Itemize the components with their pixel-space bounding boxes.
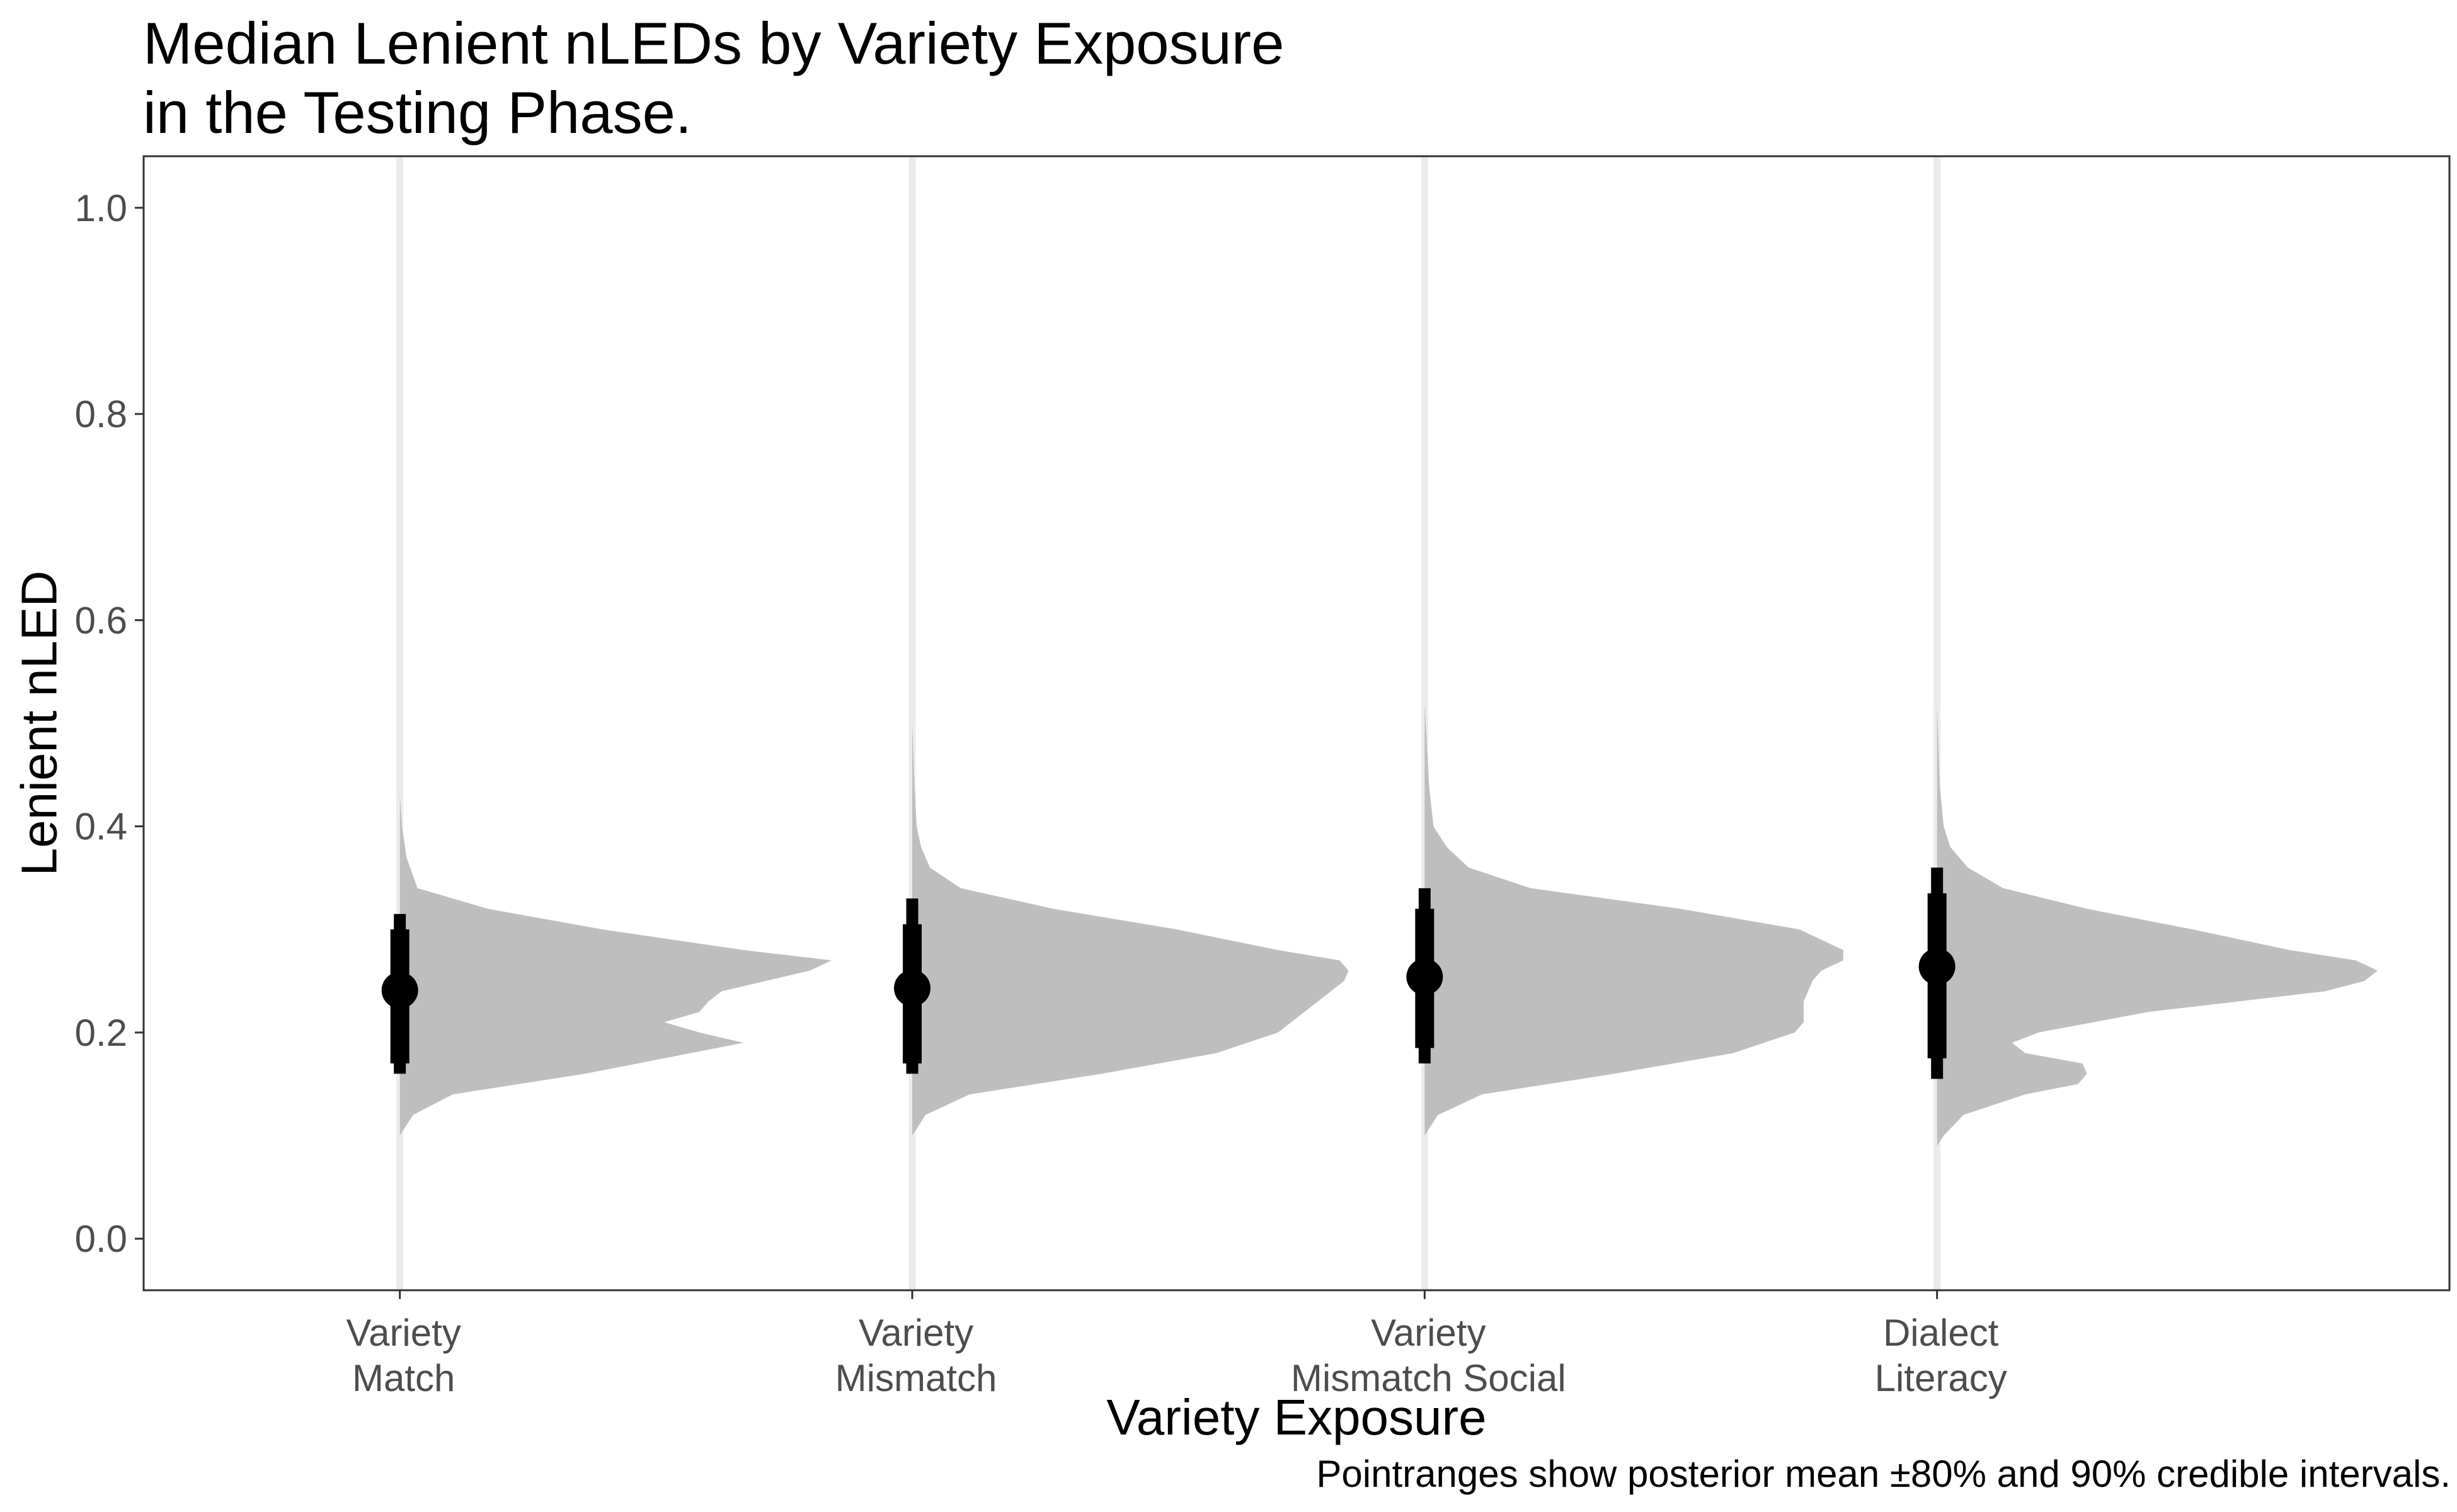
y-tick-label: 0.4 xyxy=(75,806,127,848)
y-tick-label: 0.6 xyxy=(75,599,127,641)
x-tick-label: Dialect xyxy=(1883,1312,1999,1354)
x-tick-label: Variety xyxy=(346,1312,461,1354)
mean-point xyxy=(894,970,931,1007)
chart-title-line-2: in the Testing Phase. xyxy=(143,79,692,146)
x-axis-label: Variety Exposure xyxy=(1106,1389,1487,1445)
panel-border xyxy=(142,155,2451,1292)
x-tick-label: Match xyxy=(352,1357,455,1399)
density-shape xyxy=(912,723,1349,1136)
mean-point xyxy=(1406,958,1443,995)
x-tick-label: Mismatch Social xyxy=(1291,1357,1566,1399)
x-tick-label: Literacy xyxy=(1875,1357,2007,1399)
x-tick-label: Mismatch xyxy=(835,1357,997,1399)
y-axis-label: Lenient nLED xyxy=(11,570,67,876)
y-tick-label: 1.0 xyxy=(75,187,127,229)
mean-point xyxy=(381,971,418,1009)
y-tick-label: 0.8 xyxy=(75,393,127,435)
x-tick-label: Variety xyxy=(859,1312,973,1354)
y-tick-label: 0.2 xyxy=(75,1012,127,1054)
x-tick-label: Variety xyxy=(1371,1312,1486,1354)
density-shape xyxy=(399,795,832,1136)
y-tick-label: 0.0 xyxy=(75,1218,127,1260)
density-shape xyxy=(1424,702,1843,1136)
chart-title-line-1: Median Lenient nLEDs by Variety Exposure xyxy=(143,10,1285,76)
mean-point xyxy=(1918,948,1956,985)
density-shape xyxy=(1937,702,2378,1146)
caption: Pointranges show posterior mean ±80% and… xyxy=(1316,1453,2451,1495)
